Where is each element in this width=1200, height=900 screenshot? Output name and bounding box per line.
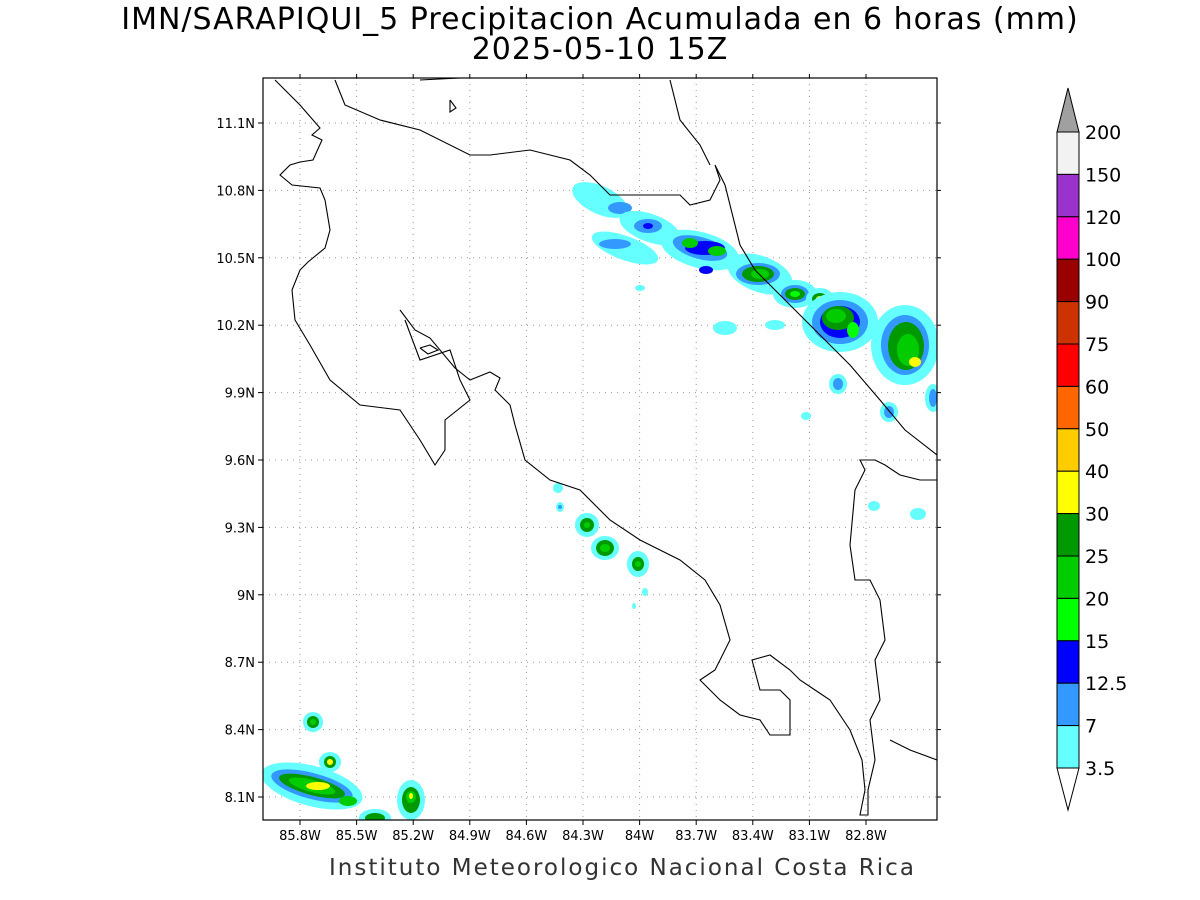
x-tick-label: 84.9W bbox=[449, 829, 491, 844]
y-tick-label: 10.2N bbox=[216, 319, 255, 334]
colorbar-swatch bbox=[1056, 216, 1080, 260]
colorbar-label: 7 bbox=[1085, 716, 1097, 738]
x-tick-label: 83.4W bbox=[732, 829, 774, 844]
colorbar-label: 100 bbox=[1085, 249, 1121, 271]
colorbar-label: 60 bbox=[1085, 376, 1109, 398]
y-tick-label: 10.8N bbox=[216, 184, 255, 199]
y-tick-label: 9.9N bbox=[225, 387, 255, 402]
colorbar-swatch bbox=[1056, 258, 1080, 303]
colorbar-label: 15 bbox=[1085, 631, 1109, 653]
precip-cell bbox=[661, 229, 739, 274]
footer-credit: Instituto Meteorologico Nacional Costa R… bbox=[329, 855, 916, 881]
colorbar-label: 150 bbox=[1085, 164, 1121, 186]
y-tick-label: 8.1N bbox=[225, 791, 255, 806]
y-tick-label: 10.5N bbox=[216, 252, 255, 267]
precip-cell bbox=[871, 305, 937, 385]
colorbar-upper-arrow bbox=[1056, 87, 1080, 133]
colorbar-label: 25 bbox=[1085, 546, 1109, 568]
y-tick-label: 9.6N bbox=[225, 454, 255, 469]
precip-cell bbox=[303, 712, 323, 732]
plot-frame bbox=[262, 77, 938, 821]
colorbar-swatch bbox=[1056, 343, 1080, 387]
colorbar-swatch bbox=[1056, 597, 1080, 642]
colorbar-lower-arrow bbox=[1056, 767, 1080, 812]
x-tick-label: 85.8W bbox=[279, 829, 321, 844]
precip-cell bbox=[727, 253, 793, 295]
colorbar-label: 30 bbox=[1085, 504, 1109, 526]
colorbar-swatch bbox=[1056, 555, 1080, 599]
colorbar-swatch bbox=[1056, 301, 1080, 345]
colorbar-swatch bbox=[1056, 513, 1080, 557]
precip-cell bbox=[591, 536, 619, 560]
colorbar-legend: 200 150 120 100 90 75 60 50 40 30 25 20 15 12.5 7 3.5 bbox=[1056, 87, 1127, 812]
colorbar-swatch bbox=[1056, 470, 1080, 515]
precip-cell bbox=[591, 231, 659, 265]
colorbar-swatch bbox=[1056, 725, 1080, 769]
map-timestamp: 2025-05-10 15Z bbox=[471, 32, 729, 67]
colorbar-swatch bbox=[1056, 682, 1080, 727]
x-tick-label: 84W bbox=[625, 829, 655, 844]
colorbar-label: 20 bbox=[1085, 588, 1109, 610]
y-tick-label: 11.1N bbox=[216, 117, 255, 132]
colorbar-label: 75 bbox=[1085, 334, 1109, 356]
panama-coast bbox=[889, 739, 937, 761]
colorbar-label: 40 bbox=[1085, 461, 1109, 483]
precip-cell bbox=[263, 762, 363, 810]
x-tick-label: 82.8W bbox=[845, 829, 887, 844]
colorbar-label: 90 bbox=[1085, 292, 1109, 314]
x-tick-label: 84.6W bbox=[505, 829, 547, 844]
coastlines bbox=[274, 78, 937, 816]
nicoya-island-2 bbox=[449, 99, 457, 114]
precip-field bbox=[263, 182, 937, 820]
colorbar-label: 120 bbox=[1085, 207, 1121, 229]
latitude-axis: 11.1N 10.8N 10.5N 10.2N 9.9N 9.6N 9.3N 9N 8.7N 8.… bbox=[216, 117, 941, 806]
colorbar-swatch bbox=[1056, 173, 1080, 218]
x-tick-label: 84.3W bbox=[562, 829, 604, 844]
precip-cell bbox=[575, 513, 599, 537]
precip-cell bbox=[319, 752, 341, 772]
x-tick-label: 85.5W bbox=[336, 829, 378, 844]
longitude-axis: 85.8W 85.5W 85.2W 84.9W 84.6W 84.3W 84W 83.7W 83… bbox=[279, 74, 887, 844]
colorbar-swatch bbox=[1056, 385, 1080, 430]
y-tick-label: 9N bbox=[237, 589, 255, 604]
northern-border bbox=[334, 79, 937, 456]
colorbar-swatch bbox=[1056, 131, 1080, 175]
nicoya-island bbox=[419, 344, 440, 355]
colorbar-label: 200 bbox=[1085, 122, 1121, 144]
map-title: IMN/SARAPIQUI_5 Precipitacion Acumulada … bbox=[121, 2, 1079, 37]
x-tick-label: 83.1W bbox=[788, 829, 830, 844]
precip-cell bbox=[802, 292, 878, 352]
colorbar-label: 3.5 bbox=[1085, 758, 1115, 780]
precip-cell bbox=[773, 280, 817, 308]
colorbar-label: 12.5 bbox=[1085, 673, 1127, 695]
y-tick-label: 8.7N bbox=[225, 656, 255, 671]
precip-cell bbox=[397, 780, 425, 820]
x-tick-label: 83.7W bbox=[675, 829, 717, 844]
caribbean-coast bbox=[669, 79, 711, 166]
colorbar-swatch bbox=[1056, 640, 1080, 684]
x-tick-label: 85.2W bbox=[392, 829, 434, 844]
precip-cell bbox=[627, 551, 649, 577]
colorbar-label: 50 bbox=[1085, 419, 1109, 441]
precip-cell bbox=[572, 182, 632, 218]
precip-cell bbox=[359, 809, 391, 820]
precip-cell bbox=[553, 483, 926, 609]
gulf-of-nicoya-coast bbox=[399, 309, 937, 816]
y-tick-label: 8.4N bbox=[225, 724, 255, 739]
colorbar-swatch bbox=[1056, 428, 1080, 472]
nicaragua-lake-shore bbox=[274, 79, 471, 467]
y-tick-label: 9.3N bbox=[225, 521, 255, 536]
